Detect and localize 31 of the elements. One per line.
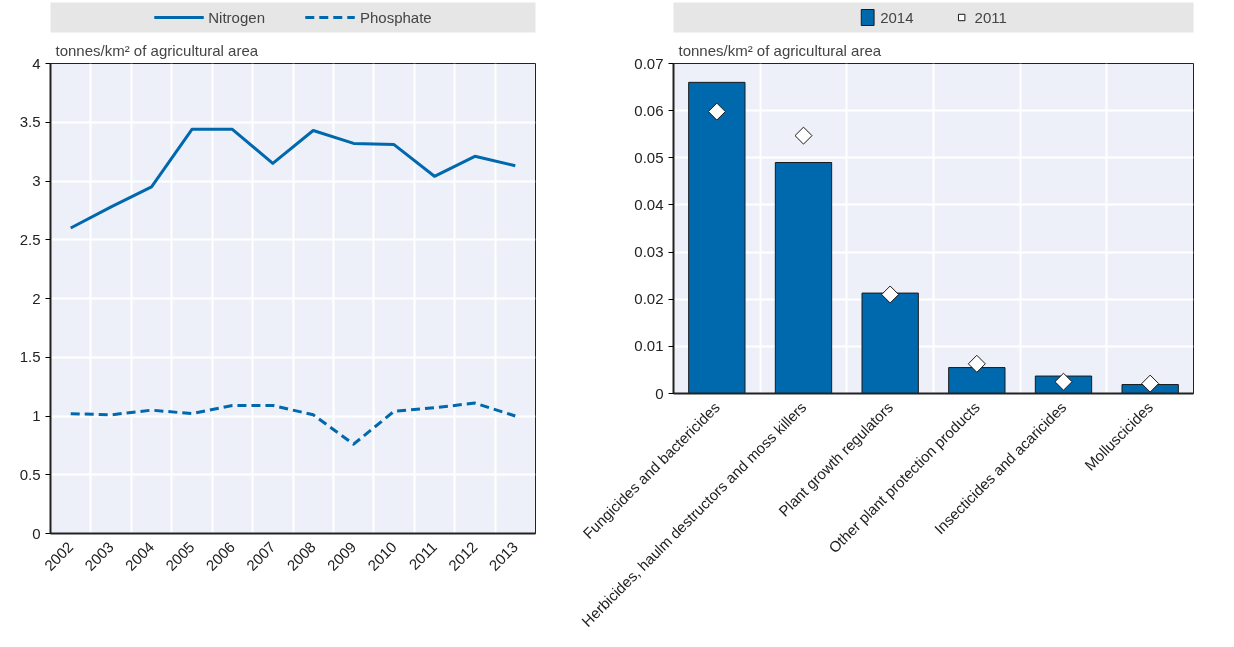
legend-label: Phosphate <box>359 8 432 26</box>
y-tick-label: 0 <box>655 384 664 402</box>
point <box>707 102 726 121</box>
y-tick-label: 4 <box>32 54 41 72</box>
y-tick-label: 0.5 <box>19 465 41 483</box>
line-series <box>69 127 517 230</box>
y-axis-title: tonnes/km² of agricultural area <box>678 41 882 59</box>
y-tick-label: 1 <box>32 407 41 424</box>
point <box>1141 374 1160 393</box>
y-tick-label: 0.01 <box>634 337 664 355</box>
point <box>1054 372 1073 391</box>
y-axis-title: tonnes/km² of agricultural area <box>55 41 259 59</box>
legend-label: Nitrogen <box>208 8 265 26</box>
line-series <box>69 401 517 446</box>
y-tick-label: 1.5 <box>19 348 41 366</box>
point <box>794 126 813 145</box>
y-tick-label: 2.5 <box>19 230 41 248</box>
y-tick-label: 3 <box>32 172 41 189</box>
legend-label: 2014 <box>880 8 914 26</box>
y-tick-label: 0.02 <box>634 290 664 308</box>
point <box>881 285 900 304</box>
y-tick-label: 0 <box>32 524 41 542</box>
legend-label: 2011 <box>974 8 1007 26</box>
y-tick-label: 0.05 <box>634 148 664 166</box>
y-tick-label: 0.07 <box>634 54 664 72</box>
y-tick-label: 3.5 <box>19 113 41 131</box>
y-tick-label: 0.03 <box>634 243 664 261</box>
y-tick-label: 0.04 <box>634 195 664 213</box>
y-tick-label: 2 <box>32 289 41 307</box>
point <box>967 354 986 373</box>
y-tick-label: 0.06 <box>634 101 664 119</box>
